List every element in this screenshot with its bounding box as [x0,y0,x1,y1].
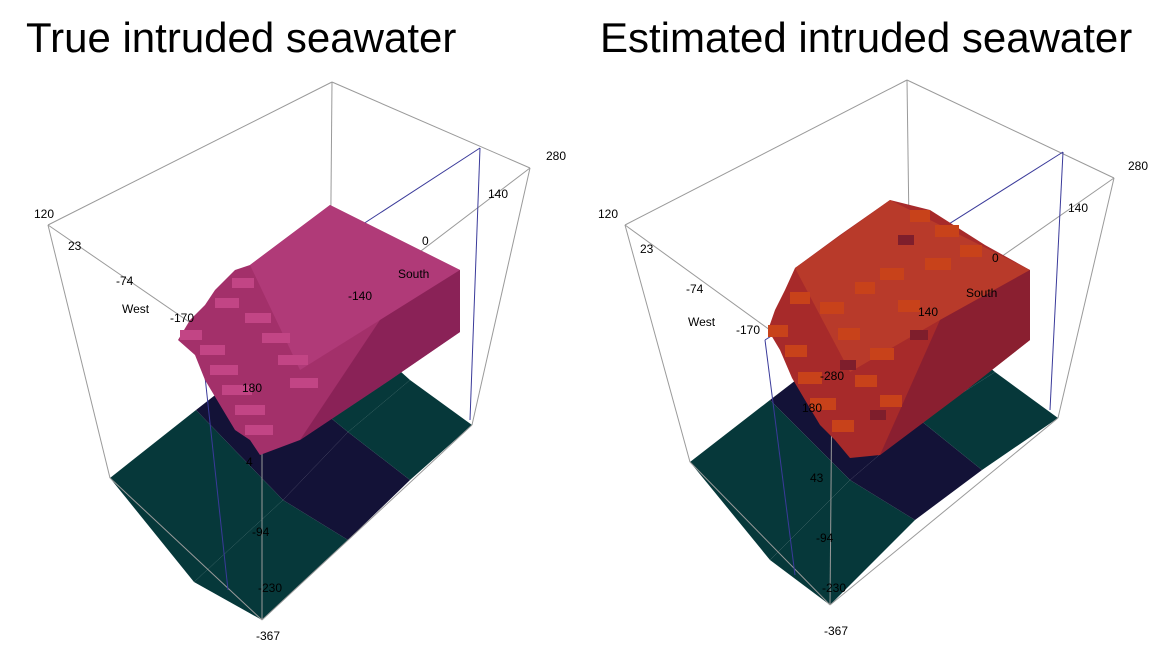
tick-label: 180 [242,381,262,395]
seawater-body [178,205,460,455]
tick-label: -74 [686,282,704,296]
floor-cell-dark-2 [850,420,982,520]
tick-label: -94 [252,525,270,539]
tick-label: -230 [822,581,846,595]
floor-cell-teal-3 [770,480,915,605]
tick-label: -367 [824,624,848,638]
tick-label: -280 [820,369,844,383]
tick-label: 140 [1068,201,1088,215]
tick-label: 120 [598,207,618,221]
tick-label: 280 [546,149,566,163]
tick-label: 4 [246,455,253,469]
tick-label: -94 [816,531,834,545]
tick-label: -230 [258,581,282,595]
tick-label: -170 [170,311,194,325]
floor-cell-teal-3 [194,500,348,620]
panel-title: Estimated intruded seawater [600,14,1133,61]
axis-label-south: South [966,286,997,300]
tick-label: -74 [116,274,134,288]
floor-cell-teal-4 [348,380,472,480]
tick-label: 23 [68,239,82,253]
floor-cell-dark-2 [283,432,410,540]
tick-label: 120 [34,207,54,221]
3d-plot: 120 280 23 -74 West -170 140 0 South 140… [598,79,1148,638]
floor-cell-teal-4 [920,372,1058,470]
tick-label: 23 [640,242,654,256]
tick-label: -367 [256,629,280,643]
tick-label: 0 [992,251,999,265]
tick-label: 140 [918,305,938,319]
tick-label: -170 [736,323,760,337]
true-seawater-panel: True intruded seawater [0,0,580,647]
seawater-body [768,200,1030,458]
3d-plot: 120 280 23 -74 West -170 140 0 South -14… [34,81,566,643]
axis-label-west: West [122,302,150,316]
tick-label: -140 [348,289,372,303]
panel-title: True intruded seawater [26,14,457,61]
estimated-seawater-panel: Estimated intruded seawater [580,0,1161,647]
floor-cell-teal-1 [110,410,283,582]
tick-label: 43 [810,471,824,485]
axis-label-west: West [688,315,716,329]
tick-label: 0 [422,234,429,248]
tick-label: 140 [488,187,508,201]
axis-label-south: South [398,267,429,281]
tick-label: 280 [1128,159,1148,173]
tick-label: 180 [802,401,822,415]
